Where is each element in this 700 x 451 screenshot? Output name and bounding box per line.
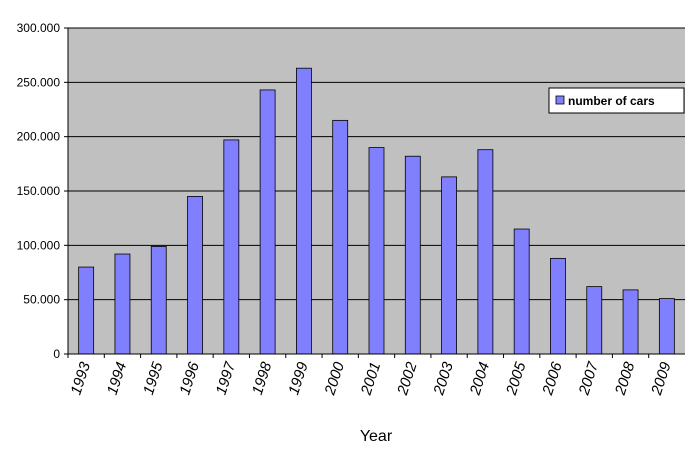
x-tick-label: 2002 — [394, 359, 421, 398]
bar — [332, 119, 349, 355]
x-tick-label: 2001 — [358, 360, 385, 398]
y-tick-label: 200.000 — [17, 130, 61, 144]
bar — [368, 147, 385, 355]
x-tick-label: 1997 — [213, 359, 240, 397]
x-tick-label: 2008 — [612, 359, 639, 398]
bar — [477, 149, 494, 355]
y-tick-label: 250.000 — [17, 75, 61, 89]
bar — [658, 298, 675, 355]
x-tick-label: 1998 — [249, 359, 276, 397]
x-tick-label: 2006 — [539, 359, 566, 398]
x-tick-label: 2003 — [430, 359, 457, 398]
x-tick-label: 1999 — [285, 359, 312, 397]
x-tick-label: 2000 — [321, 359, 348, 398]
x-tick-label: 1993 — [67, 359, 94, 397]
bar — [441, 176, 457, 355]
x-tick-label: 2007 — [575, 359, 602, 398]
bar — [114, 253, 131, 355]
x-tick-label: 1995 — [140, 359, 167, 397]
bar — [259, 89, 276, 355]
y-tick-label: 0 — [53, 347, 60, 361]
x-tick-label: 2005 — [503, 359, 530, 398]
y-tick-label: 50.000 — [23, 293, 60, 307]
y-tick-label: 100.000 — [17, 238, 61, 252]
bar — [150, 246, 167, 355]
legend-label: number of cars — [568, 94, 655, 108]
bar — [223, 139, 240, 355]
bar — [187, 196, 203, 355]
bar — [78, 266, 95, 355]
x-tick-label: 1994 — [104, 360, 130, 397]
x-axis-label: Year — [360, 428, 393, 445]
y-tick-label: 150.000 — [17, 184, 61, 198]
x-tick-label: 2004 — [466, 360, 493, 398]
bar — [586, 286, 603, 355]
legend-box — [548, 87, 685, 114]
bar — [550, 257, 566, 355]
bar — [296, 67, 312, 355]
legend-swatch — [555, 95, 565, 105]
bar — [513, 228, 530, 355]
bar — [404, 155, 421, 355]
y-tick-label: 300.000 — [17, 21, 61, 35]
x-tick-label: 1996 — [176, 359, 203, 397]
bar — [622, 289, 639, 355]
x-tick-label: 2009 — [648, 359, 675, 398]
